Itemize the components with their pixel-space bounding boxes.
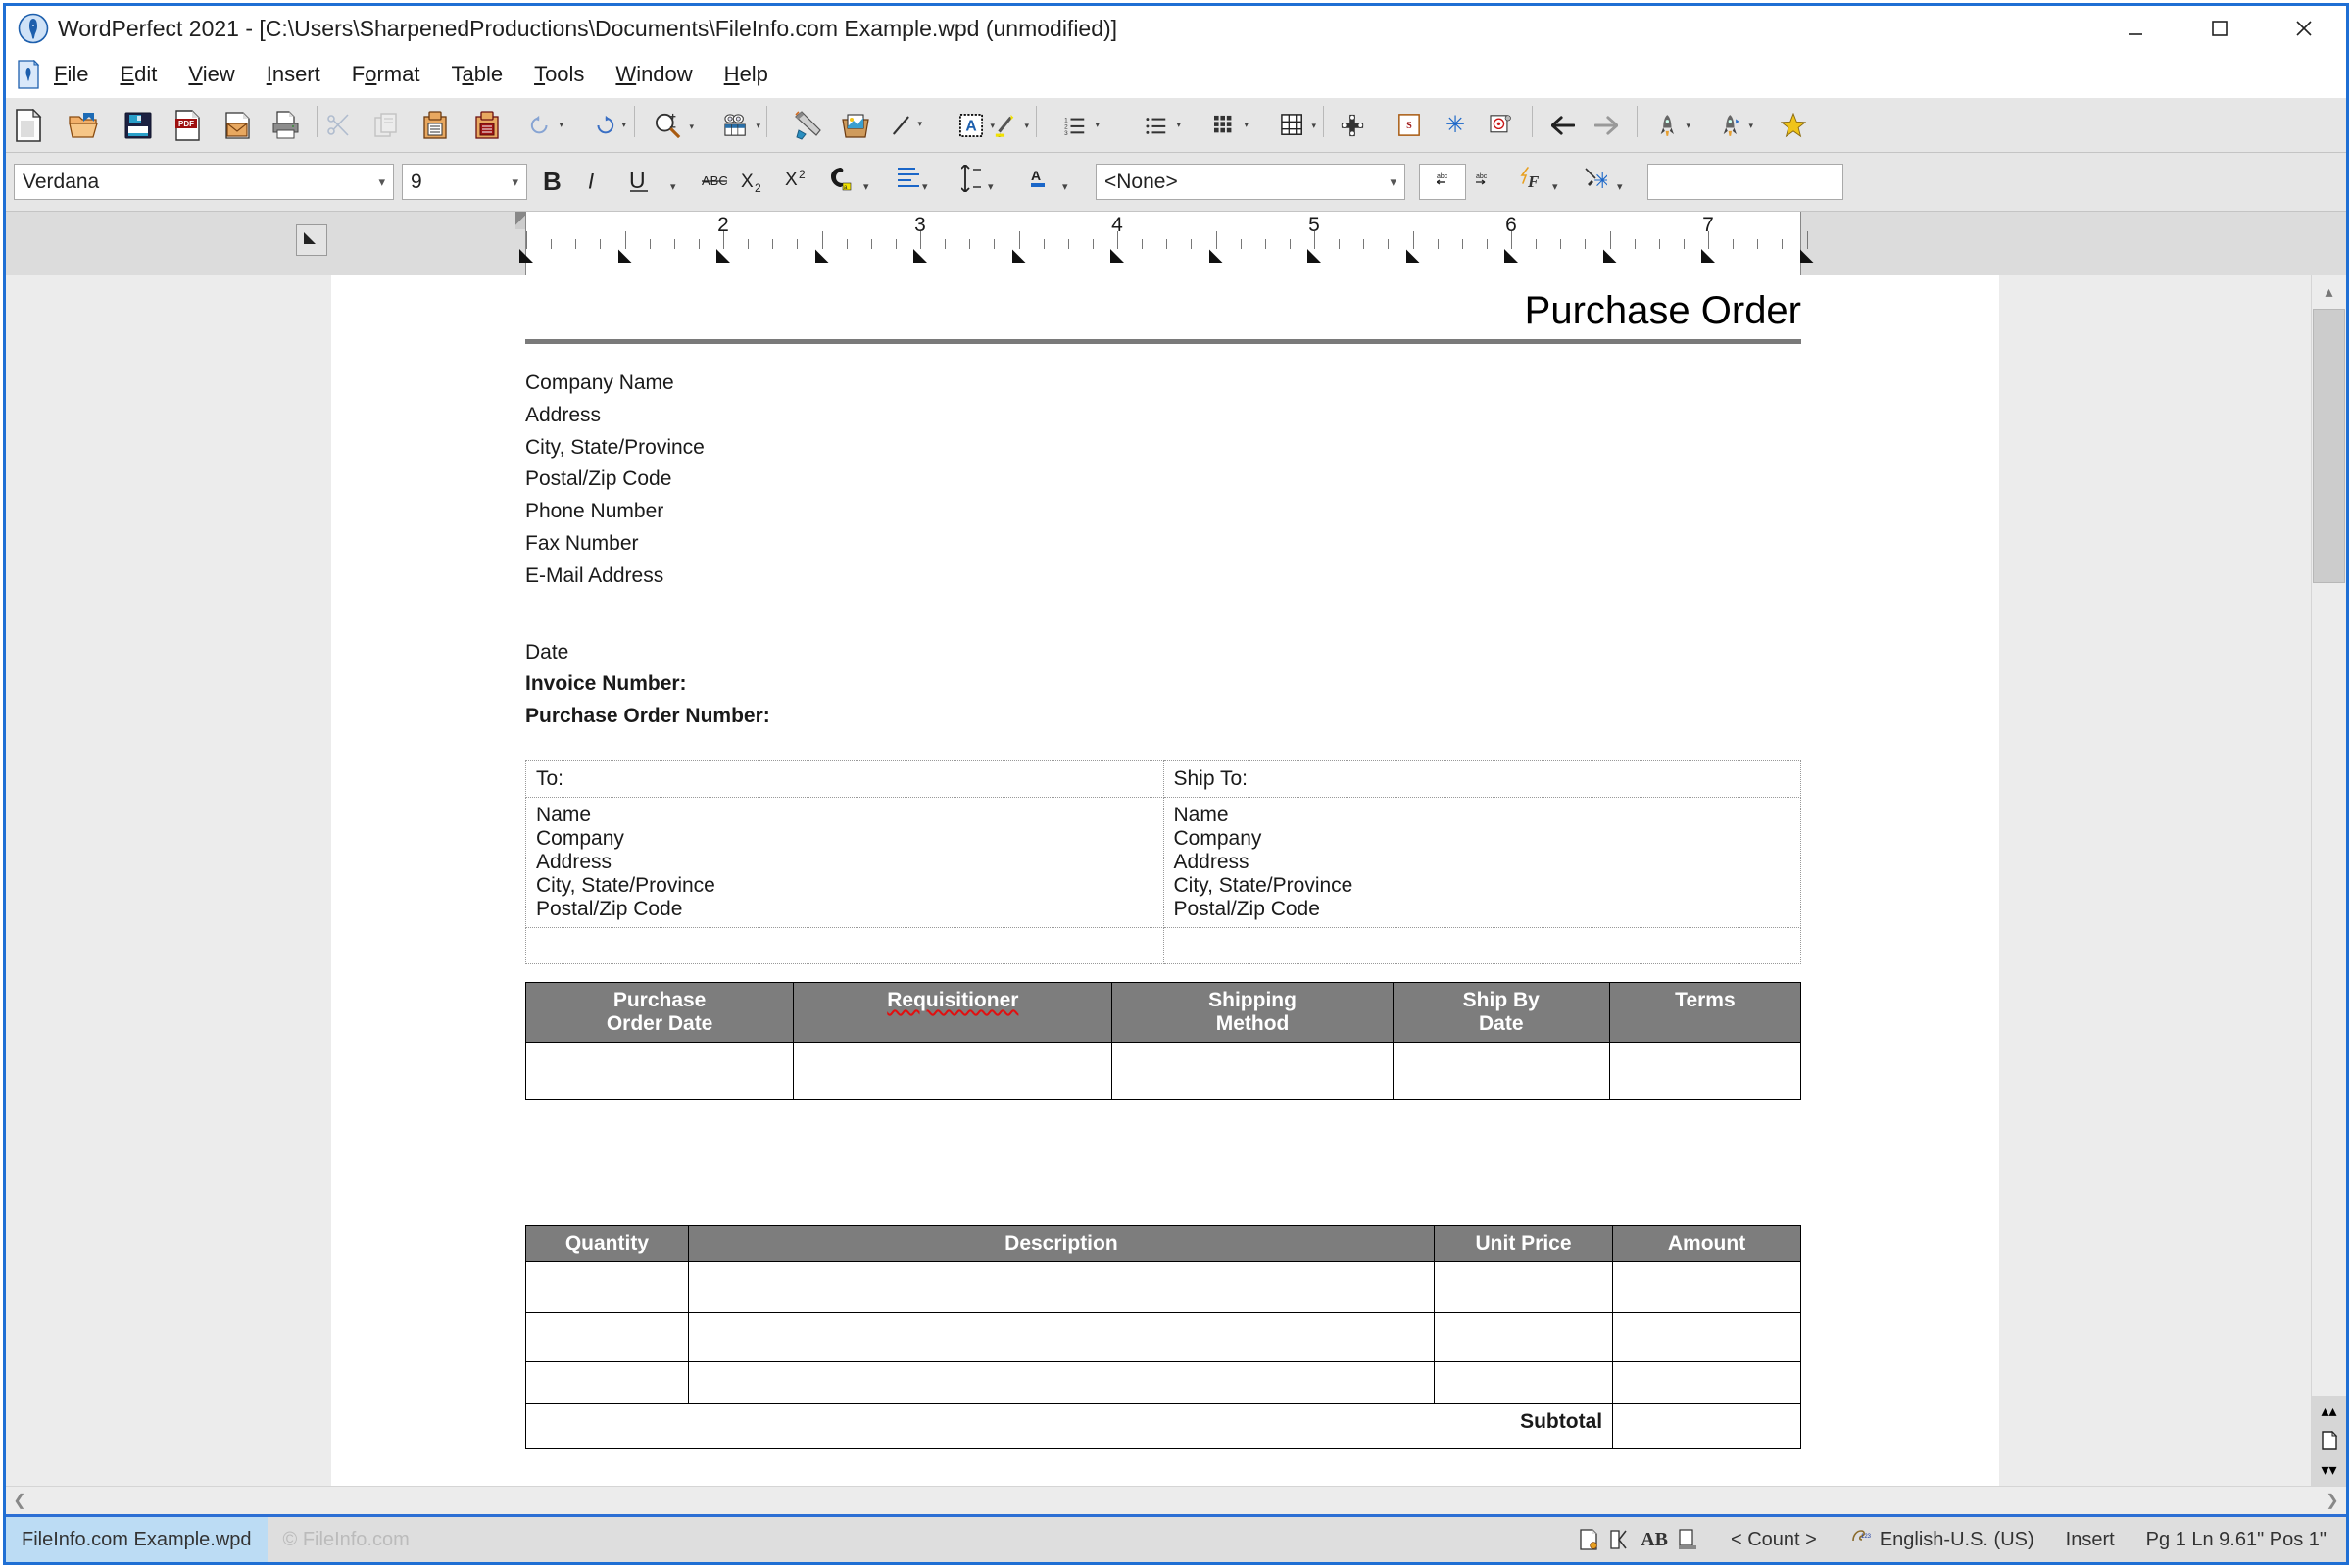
- svg-text:A: A: [1031, 168, 1041, 183]
- svg-text:ABC: ABC: [702, 173, 727, 188]
- svg-text:abc: abc: [1476, 173, 1488, 180]
- svg-text:I: I: [588, 170, 594, 194]
- svg-text:PDF: PDF: [178, 120, 194, 128]
- svg-text:X: X: [741, 172, 754, 192]
- svg-text:✳: ✳: [1593, 169, 1607, 190]
- svg-text:3: 3: [1064, 130, 1068, 136]
- svg-text:X: X: [785, 170, 798, 190]
- svg-text:U: U: [629, 169, 646, 193]
- svg-text:B: B: [543, 169, 562, 194]
- svg-text:2: 2: [755, 181, 761, 192]
- svg-text:F: F: [1527, 172, 1540, 191]
- svg-text:✳: ✳: [1446, 113, 1465, 138]
- svg-text:S: S: [1406, 120, 1412, 130]
- svg-text:123: 123: [1861, 1534, 1872, 1540]
- svg-text:abc: abc: [1437, 173, 1448, 180]
- svg-text:A: A: [965, 118, 976, 134]
- svg-text:1: 1: [1064, 117, 1068, 123]
- svg-text:2: 2: [799, 168, 806, 181]
